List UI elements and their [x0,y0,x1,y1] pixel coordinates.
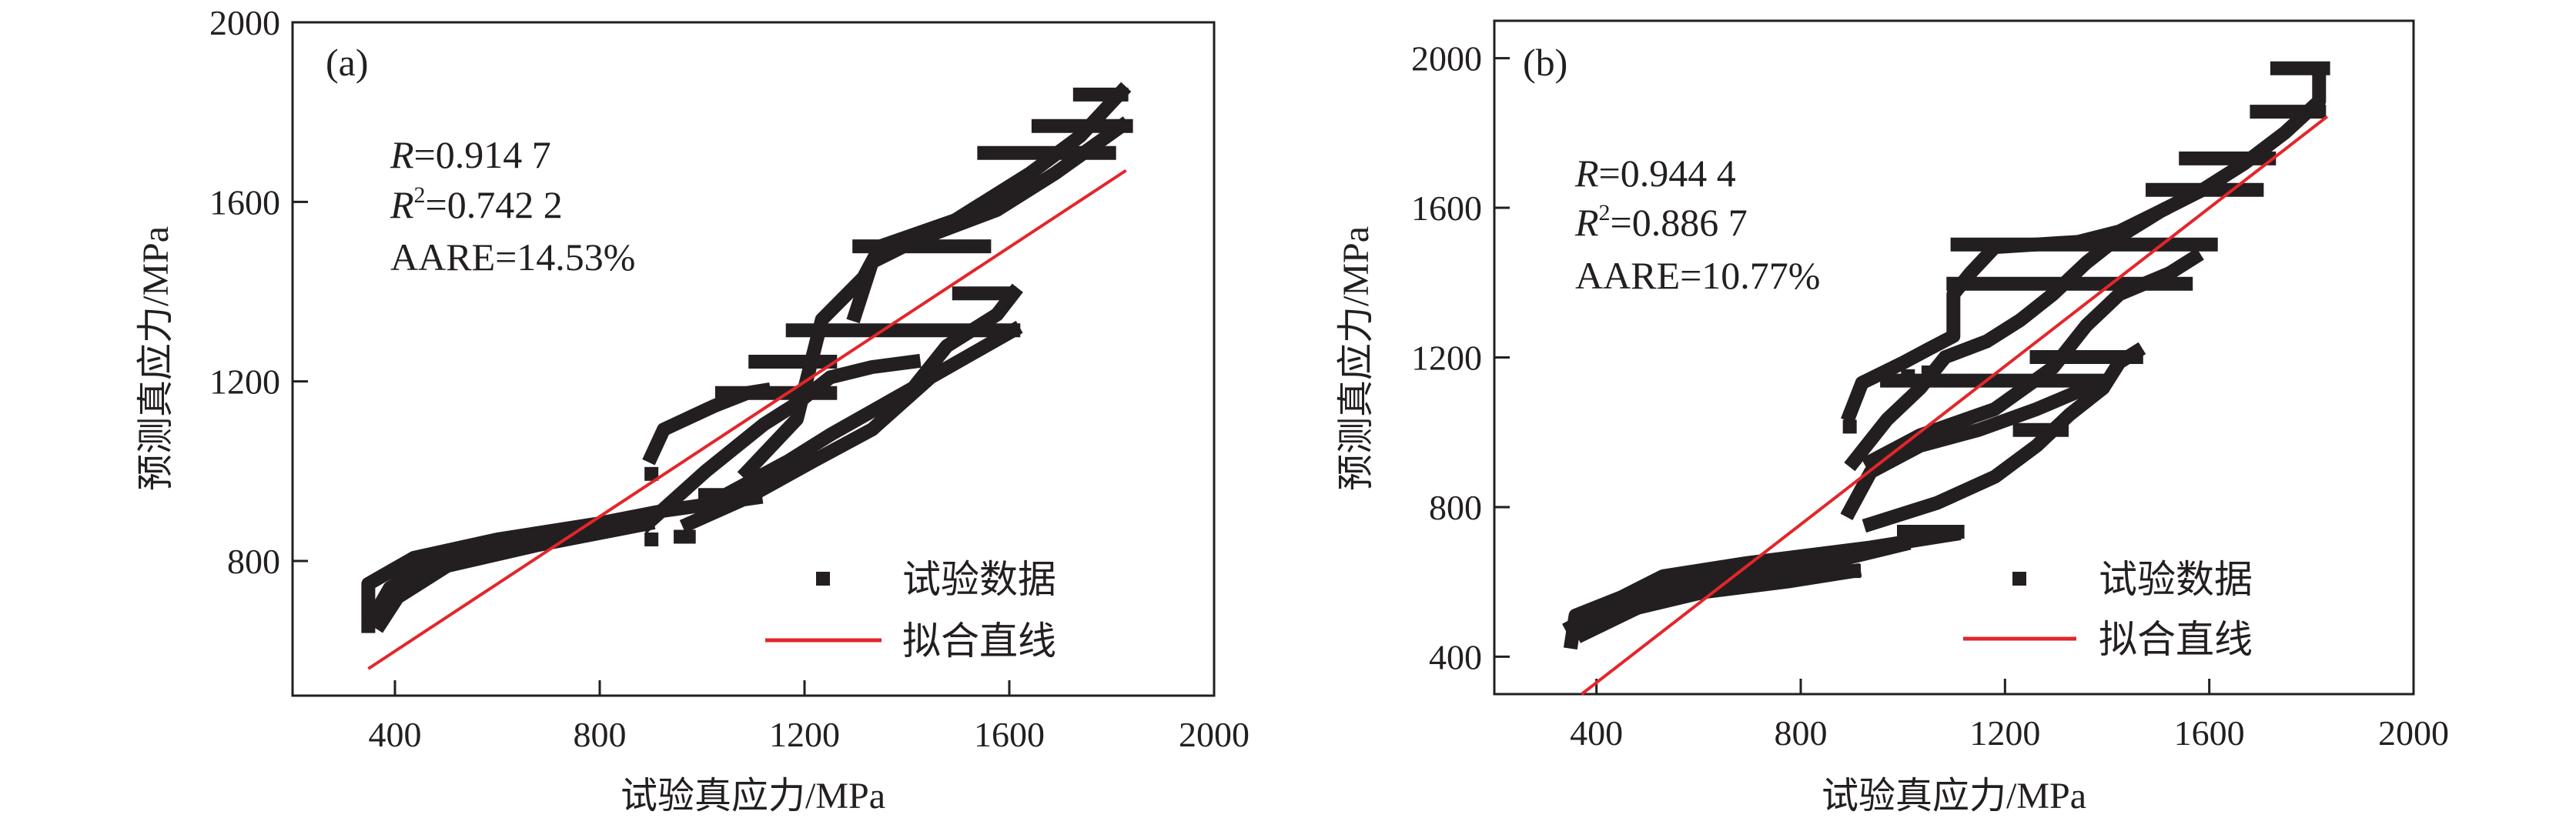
legend-label-data-b: 试验数据 [2099,558,2253,601]
panel-label-a: (a) [326,41,369,84]
fit-line [367,169,1127,670]
x-tick-label: 400 [369,715,422,754]
y-tick-label: 1600 [1411,189,1482,228]
x-tick-label: 1200 [769,715,840,754]
data-point [681,529,696,544]
x-tick-label: 800 [574,715,627,754]
data-point-series [1574,563,1862,643]
data-point-series [846,116,1132,324]
data-point [644,466,659,481]
y-axis-title-a: 预测真应力/MPa [135,226,176,491]
aare-annotation-a: AARE=14.53% [390,235,635,279]
y-axis-title-b: 预测真应力/MPa [1336,226,1377,491]
data-point [1921,365,1935,379]
plot-area-a: 400 800 1200 1600 2000 800 1200 1600 2000 [209,3,1250,754]
aare-annotation-b: AARE=10.77% [1575,254,1820,297]
legend-marker-data-b [2012,572,2026,586]
x-tick-label: 2000 [2378,713,2449,753]
y-tick-label: 400 [1429,637,1482,676]
y-tick-label: 2000 [1411,39,1482,78]
y-tick-label: 800 [1429,488,1482,527]
y-tick-label: 1200 [1411,339,1482,378]
x-tick-label: 800 [1775,713,1828,753]
legend-label-data-a: 试验数据 [902,558,1056,601]
y-tick-label: 1600 [209,182,280,222]
r-annotation-b: R=0.944 4 [1574,152,1736,195]
plot-frame-a [291,21,1216,697]
x-tick-label: 1600 [2174,713,2245,753]
y-tick-label: 1200 [209,362,280,402]
r2-annotation-b: R2=0.886 7 [1574,200,1748,244]
fit-line [1581,115,2329,696]
x-axis-title-a: 试验真应力/MPa [621,776,885,816]
x-tick-label: 1200 [1969,713,2040,753]
y-tick-label: 800 [227,542,280,581]
data-point-series [1861,248,2204,471]
data-point-series [679,320,1023,533]
x-tick-label: 1600 [974,715,1045,754]
legend-marker-data-a [816,572,830,586]
legend-label-fit-b: 拟合直线 [2099,618,2253,661]
x-tick-label: 400 [1570,713,1623,753]
plot-area-b: 400 800 1200 1600 2000 400 800 1200 1600 2000 [1411,19,2449,753]
data-point-series [1562,536,1912,636]
data-point [644,533,659,546]
data-point [1842,419,1857,434]
panel-a: 400 800 1200 1600 2000 800 1200 1600 2000 (a) R=… [135,3,1250,816]
y-tick-label: 2000 [209,3,280,42]
data-point-series [365,511,634,625]
panel-b: 400 800 1200 1600 2000 400 800 1200 1600 2000 (b)… [1336,19,2449,816]
panel-label-b: (b) [1523,41,1567,84]
x-axis-title-b: 试验真应力/MPa [1822,776,2086,816]
legend-label-fit-a: 拟合直线 [902,619,1056,663]
r-annotation-a: R=0.914 7 [390,133,551,176]
data-point-series [1840,379,2096,520]
data-point-series [370,516,656,633]
r2-annotation-a: R2=0.742 2 [390,182,563,226]
data-point [1901,369,1915,383]
x-tick-label: 2000 [1179,715,1250,754]
